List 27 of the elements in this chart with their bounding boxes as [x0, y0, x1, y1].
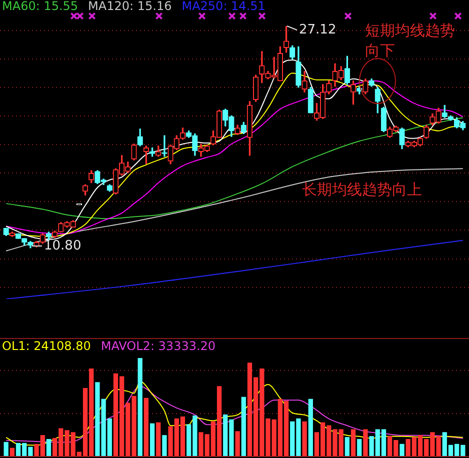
bar — [4, 442, 8, 456]
annotation: 10.80 — [44, 238, 82, 254]
bar — [162, 435, 167, 456]
annotation: 长期均线趋势向上 — [302, 180, 422, 198]
bar — [241, 396, 246, 456]
bar — [144, 398, 149, 456]
bar — [156, 422, 161, 456]
bar — [10, 448, 15, 456]
bar — [138, 358, 142, 456]
text: MAVOL2: 33333.20 — [100, 339, 216, 354]
bar — [363, 429, 368, 456]
bar — [400, 444, 404, 456]
annotation: 短期均线趋势向下 — [365, 21, 455, 60]
bar — [150, 423, 155, 456]
bar — [344, 437, 350, 456]
candlestick — [162, 135, 168, 157]
bar — [235, 431, 240, 456]
text: OL1: 24108.80 — [2, 339, 91, 354]
bar — [350, 429, 356, 456]
bar — [46, 439, 52, 456]
bar — [357, 439, 362, 456]
text: MA120: 15.16 — [88, 0, 172, 14]
bar — [302, 421, 307, 456]
text: MA60: 15.55 — [2, 0, 78, 14]
text: MA250: 14.51 — [182, 0, 266, 14]
annotation: 27.12 — [299, 22, 336, 38]
bar — [308, 398, 313, 456]
